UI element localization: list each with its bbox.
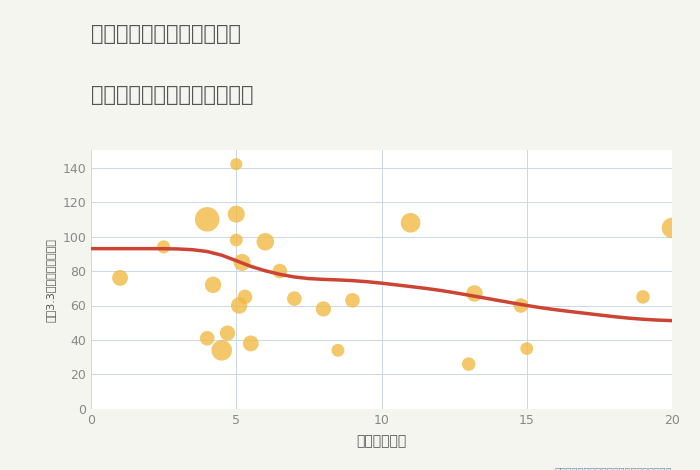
Point	[332, 346, 344, 354]
Point	[216, 346, 228, 354]
Point	[231, 160, 242, 168]
Point	[463, 360, 475, 368]
Point	[114, 274, 126, 282]
Point	[231, 211, 242, 218]
Point	[318, 305, 329, 313]
Text: 奈良県奈良市都祁白石町の: 奈良県奈良市都祁白石町の	[91, 24, 241, 44]
Point	[231, 236, 242, 244]
Text: 駅距離別中古マンション価格: 駅距離別中古マンション価格	[91, 85, 253, 105]
Point	[515, 302, 526, 309]
Point	[469, 290, 480, 297]
Point	[222, 329, 233, 337]
Point	[202, 335, 213, 342]
Point	[245, 340, 256, 347]
Y-axis label: 坪（3.3㎡）単価（万円）: 坪（3.3㎡）単価（万円）	[46, 238, 55, 321]
Point	[666, 224, 678, 232]
Point	[405, 219, 416, 227]
Point	[260, 238, 271, 245]
Point	[202, 216, 213, 223]
Point	[346, 297, 358, 304]
Point	[638, 293, 649, 301]
X-axis label: 駅距離（分）: 駅距離（分）	[356, 434, 407, 448]
Point	[237, 258, 248, 266]
Point	[274, 267, 286, 275]
Point	[158, 243, 169, 251]
Text: 円の大きさは、取引のあった物件面積を示す: 円の大きさは、取引のあった物件面積を示す	[554, 466, 672, 470]
Point	[207, 281, 218, 289]
Point	[289, 295, 300, 302]
Point	[239, 293, 251, 301]
Point	[521, 345, 532, 352]
Point	[234, 302, 245, 309]
